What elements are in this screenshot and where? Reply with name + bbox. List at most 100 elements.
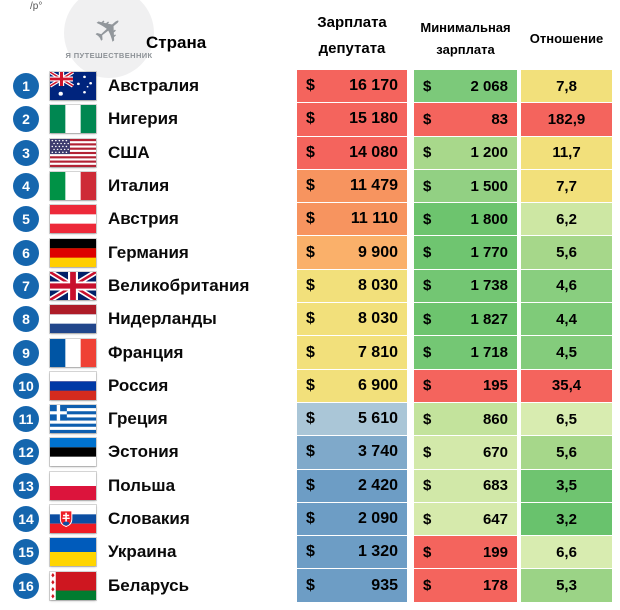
- min-salary-cell: $ 683: [414, 469, 517, 502]
- ratio-cell: 6,2: [521, 203, 612, 236]
- ratio-cell: 5,6: [521, 436, 612, 469]
- currency-sign: $: [306, 343, 315, 361]
- salary-value: 2 090: [357, 510, 398, 527]
- salary-value: 11 479: [349, 177, 398, 195]
- salary-cell: $ 16 170: [297, 70, 407, 103]
- ratio-cell: 182,9: [521, 103, 612, 136]
- country-flag-icon: [50, 105, 96, 134]
- currency-sign: $: [306, 210, 315, 228]
- salary-cell: $ 3 740: [297, 436, 407, 469]
- rank-badge: 14: [13, 506, 39, 532]
- country-name: Греция: [108, 409, 168, 429]
- country-name: Нидерланды: [108, 309, 217, 329]
- country-flag-icon: [50, 338, 96, 367]
- rank-badge: 10: [13, 372, 39, 399]
- currency-sign: $: [306, 576, 315, 594]
- ratio-cell: 5,3: [521, 569, 612, 602]
- min-salary-cell: $ 1 718: [414, 336, 517, 369]
- currency-sign: $: [306, 376, 315, 394]
- salary-value: 7 810: [357, 343, 398, 361]
- min-salary-cell: $ 1 738: [414, 269, 517, 303]
- currency-sign: $: [306, 143, 315, 161]
- salary-value: 935: [371, 576, 398, 594]
- salary-cell: $ 6 900: [297, 369, 407, 402]
- ratio-cell: 11,7: [521, 136, 612, 169]
- min-salary-value: 1 800: [470, 210, 508, 228]
- currency-sign: $: [306, 243, 315, 261]
- country-name: США: [108, 142, 150, 162]
- currency-sign: $: [423, 144, 432, 162]
- rank-badge: 9: [13, 339, 39, 366]
- currency-sign: $: [423, 177, 432, 195]
- country-name: Великобритания: [108, 275, 250, 295]
- min-salary-cell: $ 199: [414, 536, 517, 569]
- table-row: 15 Украина $ 1 320 $ 199 6,6: [0, 536, 620, 569]
- country-name: Россия: [108, 375, 169, 395]
- table-row: 6 Германия $ 9 900 $ 1 770 5,6: [0, 236, 620, 269]
- currency-sign: $: [423, 477, 432, 495]
- min-salary-value: 1 827: [470, 310, 508, 328]
- logo-text: Я ПУТЕШЕСТВЕННИК: [65, 51, 153, 60]
- rank-badge: 7: [13, 272, 39, 299]
- currency-sign: $: [306, 443, 315, 461]
- min-salary-cell: $ 83: [414, 103, 517, 136]
- rank-badge: 4: [13, 173, 39, 200]
- table-row: 14 Словакия $ 2 090 $ 647 3,2: [0, 502, 620, 536]
- column-header-min-salary: Минимальная зарплата: [414, 17, 517, 61]
- salary-cell: $ 15 180: [297, 103, 407, 136]
- ratio-cell: 6,6: [521, 536, 612, 569]
- min-salary-value: 1 738: [470, 277, 508, 295]
- table-row: 8 Нидерланды $ 8 030 $ 1 827 4,4: [0, 303, 620, 336]
- country-flag-icon: [50, 505, 96, 533]
- ratio-cell: 7,8: [521, 70, 612, 103]
- min-salary-cell: $ 178: [414, 569, 517, 602]
- salary-value: 8 030: [357, 310, 398, 328]
- ratio-cell: 4,5: [521, 336, 612, 369]
- table-row: 13 Польша $ 2 420 $ 683 3,5: [0, 469, 620, 502]
- salary-cell: $ 5 610: [297, 402, 407, 436]
- currency-sign: $: [423, 410, 432, 428]
- salary-value: 1 320: [357, 543, 398, 561]
- min-salary-value: 199: [482, 543, 508, 561]
- country-flag-icon: [50, 438, 96, 467]
- rank-badge: 13: [13, 472, 39, 499]
- currency-sign: $: [423, 543, 432, 561]
- salary-cell: $ 11 479: [297, 169, 407, 203]
- country-flag-icon: [50, 538, 96, 567]
- country-flag-icon: [50, 405, 96, 434]
- country-name: Польша: [108, 475, 176, 495]
- table-row: 5 Австрия $ 11 110 $ 1 800 6,2: [0, 203, 620, 236]
- currency-sign: $: [306, 476, 315, 494]
- min-salary-cell: $ 1 827: [414, 303, 517, 336]
- min-salary-value: 647: [482, 510, 508, 528]
- country-flag-icon: [50, 205, 96, 234]
- currency-sign: $: [423, 310, 432, 328]
- min-salary-cell: $ 1 500: [414, 169, 517, 203]
- currency-sign: $: [423, 77, 432, 95]
- corner-fragment-text: /р°: [30, 1, 43, 12]
- currency-sign: $: [306, 510, 315, 527]
- min-salary-value: 683: [482, 477, 508, 495]
- rank-badge: 15: [13, 539, 39, 566]
- salary-cell: $ 14 080: [297, 136, 407, 169]
- currency-sign: $: [423, 277, 432, 295]
- salary-value: 2 420: [357, 476, 398, 494]
- salary-cell: $ 7 810: [297, 336, 407, 369]
- country-name: Италия: [108, 176, 170, 196]
- country-name: Германия: [108, 242, 189, 262]
- min-salary-cell: $ 2 068: [414, 70, 517, 103]
- table-row: 12 Эстония $ 3 740 $ 670 5,6: [0, 436, 620, 469]
- country-name: Австралия: [108, 76, 200, 96]
- currency-sign: $: [423, 510, 432, 528]
- salary-value: 9 900: [357, 243, 398, 261]
- country-flag-icon: [50, 72, 96, 101]
- ratio-cell: 7,7: [521, 169, 612, 203]
- country-name: Эстония: [108, 442, 179, 462]
- currency-sign: $: [423, 210, 432, 228]
- ratio-cell: 6,5: [521, 402, 612, 436]
- min-salary-value: 2 068: [470, 77, 508, 95]
- min-salary-cell: $ 647: [414, 502, 517, 536]
- currency-sign: $: [306, 110, 315, 128]
- salary-cell: $ 8 030: [297, 303, 407, 336]
